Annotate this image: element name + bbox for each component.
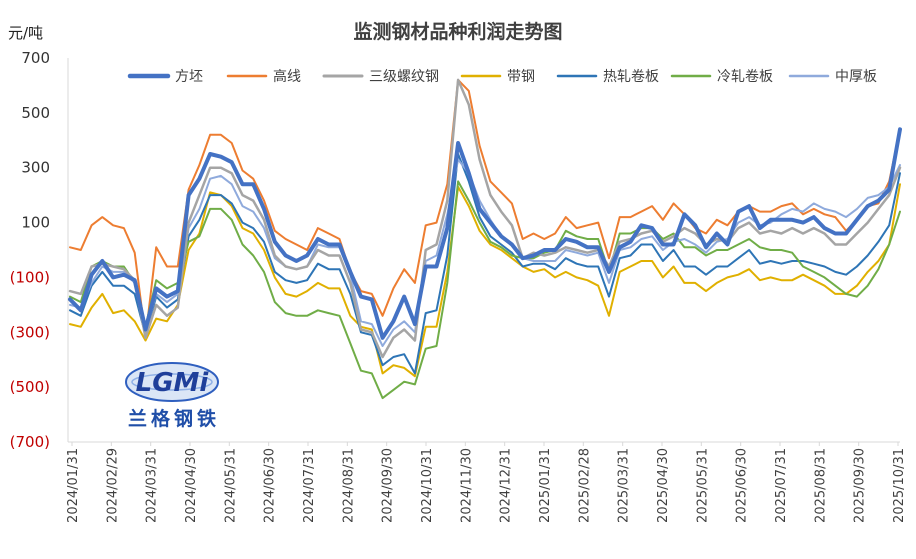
x-tick-label: 2025/08/31 <box>813 448 828 523</box>
y-tick-label: 300 <box>21 159 50 177</box>
x-tick-label: 2024/03/31 <box>145 448 160 523</box>
series-line <box>69 180 901 400</box>
x-tick-label: 2024/12/31 <box>499 448 514 523</box>
x-tick-label: 2024/10/31 <box>420 448 435 523</box>
y-tick-label: (500) <box>10 378 50 396</box>
series-line <box>68 127 902 340</box>
y-tick-label: (100) <box>10 268 50 286</box>
y-tick-label: 700 <box>21 49 50 67</box>
x-tick-label: 2025/07/31 <box>774 448 789 523</box>
y-axis-ticks: 700 500 300 100 (100) (300) (500) (700) <box>10 49 50 451</box>
x-tick-label: 2024/07/31 <box>302 448 317 523</box>
y-tick-label: 100 <box>21 214 50 232</box>
logo-orbit-icon <box>131 373 213 391</box>
legend-label: 中厚板 <box>835 69 877 85</box>
x-tick-label: 2024/08/31 <box>341 448 356 523</box>
x-axis-ticks: 2024/01/31 2024/02/29 2024/03/31 2024/04/30… <box>66 442 907 523</box>
legend-label: 方坯 <box>175 69 203 85</box>
series-line <box>69 153 901 375</box>
series-lines <box>68 78 902 400</box>
y-tick-label: (700) <box>10 433 50 451</box>
x-tick-label: 2025/01/31 <box>538 448 553 523</box>
x-tick-label: 2025/04/30 <box>656 448 671 523</box>
legend-label: 高线 <box>273 68 301 85</box>
series-line <box>69 78 901 339</box>
legend-label: 冷轧卷板 <box>717 69 773 85</box>
x-tick-label: 2025/06/30 <box>735 448 750 523</box>
logo-globe-icon <box>125 362 219 402</box>
x-tick-label: 2024/01/31 <box>66 448 81 523</box>
x-tick-label: 2024/11/30 <box>459 448 474 523</box>
x-tick-label: 2024/05/31 <box>223 448 238 523</box>
x-tick-label: 2025/05/31 <box>695 448 710 523</box>
axes <box>67 58 900 443</box>
x-tick-label: 2024/06/30 <box>263 448 278 523</box>
logo-mark: LGMi <box>136 368 210 398</box>
y-tick-label: 500 <box>21 104 50 122</box>
logo-subtitle: 兰格钢铁 <box>128 407 220 430</box>
x-tick-label: 2024/09/30 <box>381 448 396 523</box>
x-tick-label: 2025/03/31 <box>617 448 632 523</box>
legend-label: 带钢 <box>507 69 535 85</box>
y-tick-label: (300) <box>10 323 50 341</box>
x-tick-label: 2025/10/31 <box>892 448 907 523</box>
chart-title: 监测钢材品种利润走势图 <box>353 20 562 43</box>
x-tick-label: 2024/04/30 <box>184 448 199 523</box>
legend: 方坯 高线 三级螺纹钢 带钢 热轧卷板 冷轧卷板 中厚板 <box>127 68 877 85</box>
x-tick-label: 2025/02/28 <box>577 448 592 523</box>
legend-label: 热轧卷板 <box>603 69 659 85</box>
x-tick-label: 2025/09/30 <box>853 448 868 523</box>
series-line <box>68 78 902 359</box>
x-tick-label: 2024/02/29 <box>105 448 120 523</box>
lange-steel-logo: LGMi 兰格钢铁 <box>125 362 220 430</box>
legend-label: 三级螺纹钢 <box>369 69 439 85</box>
y-axis-unit-label: 元/吨 <box>8 24 43 42</box>
